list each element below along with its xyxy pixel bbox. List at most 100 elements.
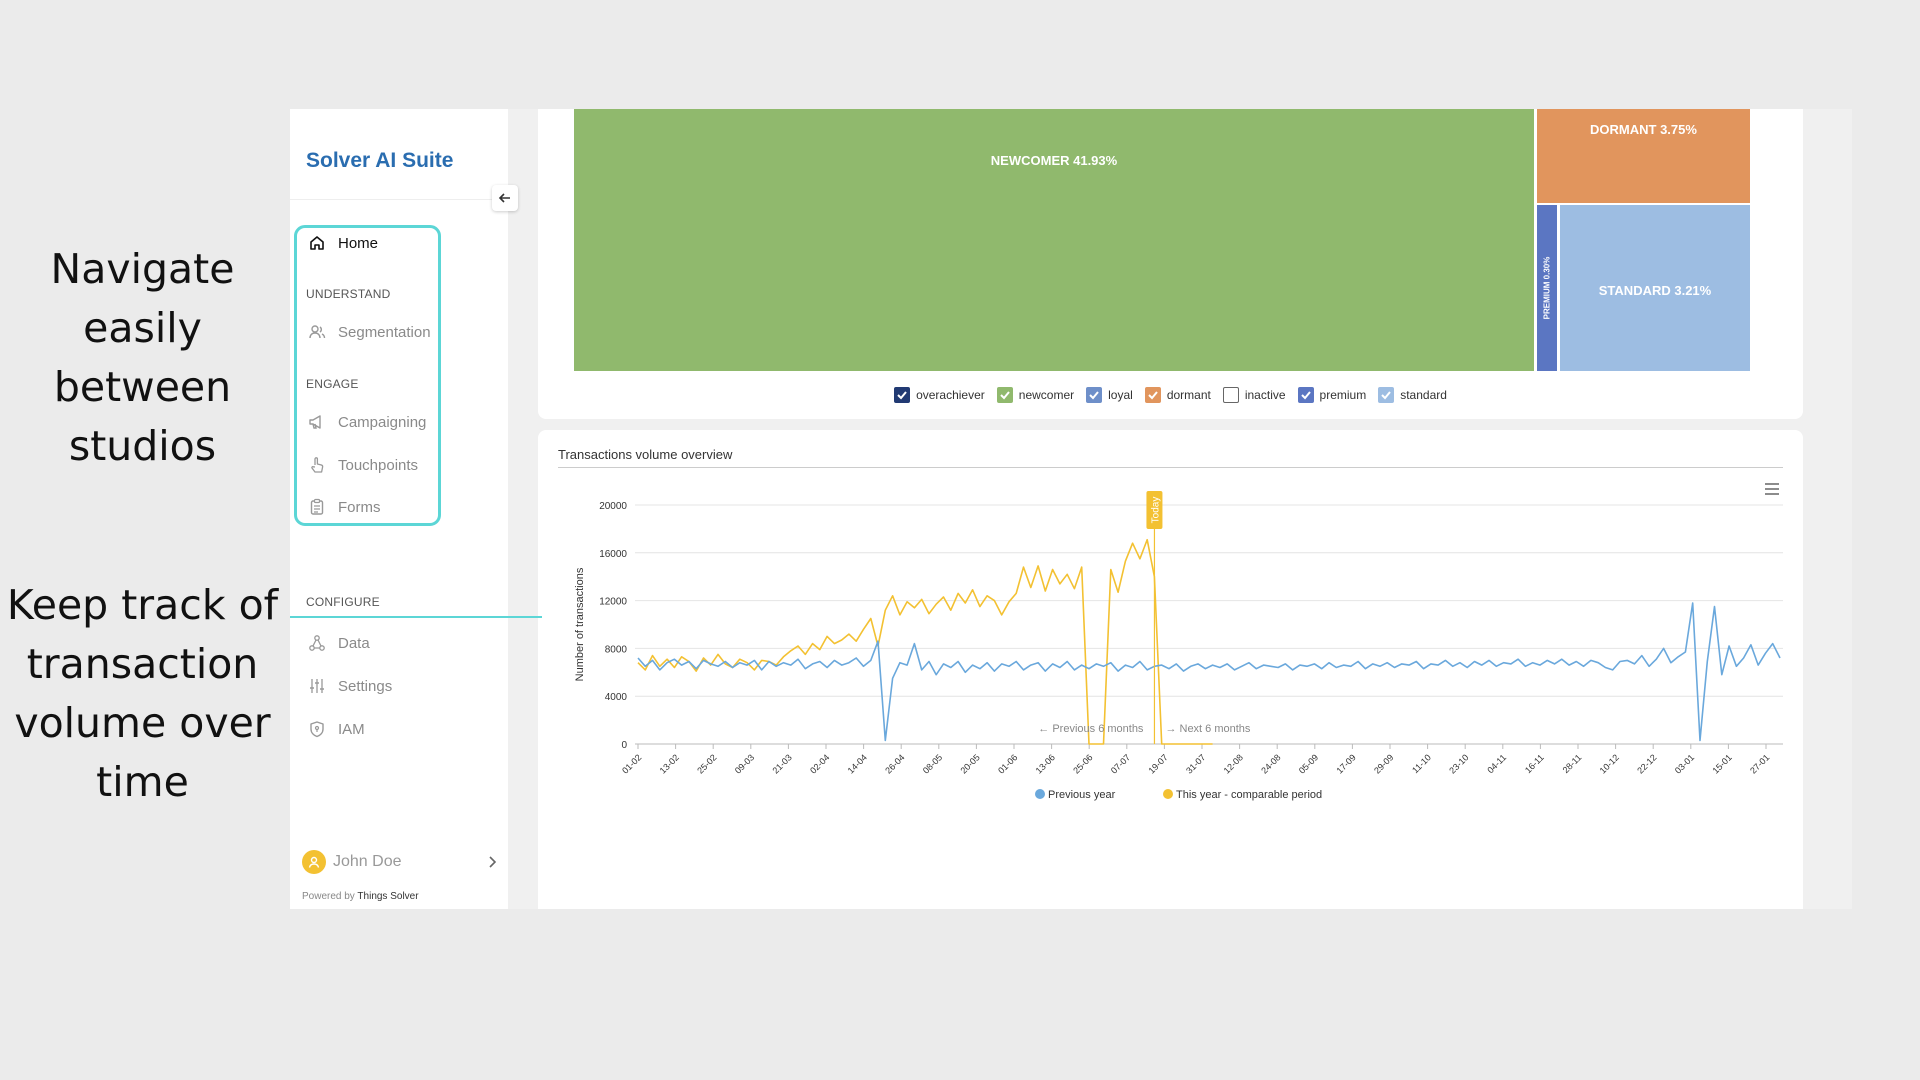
y-tick-label: 4000: [605, 692, 628, 703]
x-tick-label: 25-06: [1071, 752, 1094, 775]
powered-by: Powered by Things Solver: [302, 891, 419, 902]
sidebar-item-label: Settings: [338, 677, 393, 695]
brand-divider: [290, 199, 508, 200]
transactions-line-chart: 0 4000 8000 12000 16000 20000 Number of transa…: [574, 491, 1783, 801]
powered-by-brand: Things Solver: [357, 891, 419, 902]
legend-item-standard[interactable]: standard: [1378, 387, 1447, 403]
x-tick-label: 11-10: [1410, 752, 1433, 775]
sidebar-item-touchpoints[interactable]: Touchpoints: [306, 453, 418, 477]
legend-item-inactive[interactable]: inactive: [1222, 387, 1286, 403]
x-tick-label: 28-11: [1561, 752, 1584, 775]
y-tick-label: 8000: [605, 644, 628, 655]
powered-by-prefix: Powered by: [302, 891, 355, 902]
x-tick-label: 12-08: [1222, 752, 1245, 775]
x-tick-label: 15-01: [1710, 752, 1733, 775]
caption-navigate: Navigate easily between studios: [50, 245, 235, 470]
x-tick-label: 23-10: [1447, 752, 1470, 775]
home-icon: [306, 232, 328, 254]
x-tick-label: 22-12: [1635, 752, 1658, 775]
clipboard-icon: [306, 496, 328, 518]
x-tick-label: 24-08: [1259, 752, 1282, 775]
user-menu[interactable]: John Doe: [302, 849, 497, 875]
chevron-right-icon: [489, 856, 497, 868]
sidebar-item-label: Segmentation: [338, 323, 431, 341]
legend-item-overachiever[interactable]: overachiever: [894, 387, 985, 403]
avatar: [302, 850, 326, 874]
treemap-cell-standard[interactable]: STANDARD 3.21%: [1560, 205, 1750, 371]
sidebar-item-campaigning[interactable]: Campaigning: [306, 410, 426, 434]
x-tick-label: 13-06: [1034, 752, 1057, 775]
hamburger-menu-icon[interactable]: [1764, 482, 1780, 496]
transactions-chart-card: Transactions volume overview 0 4000 8000 12…: [538, 430, 1803, 909]
x-tick-label: 27-01: [1748, 752, 1771, 775]
shield-icon: [306, 718, 328, 740]
sidebar-item-segmentation[interactable]: Segmentation: [306, 320, 431, 344]
y-tick-label: 16000: [599, 549, 627, 560]
treemap-label: NEWCOMER 41.93%: [990, 153, 1118, 168]
legend-label: inactive: [1244, 388, 1286, 402]
configure-divider: [290, 616, 542, 618]
sidebar-item-settings[interactable]: Settings: [306, 674, 392, 698]
treemap-label: PREMIUM 0.30%: [1542, 256, 1552, 320]
collapse-sidebar-button[interactable]: [492, 185, 518, 211]
legend-item-premium[interactable]: premium: [1297, 387, 1366, 403]
sidebar-item-label: Touchpoints: [338, 456, 419, 474]
x-tick-label: 19-07: [1146, 752, 1169, 775]
x-tick-label: 05-09: [1297, 752, 1320, 775]
x-tick-label: 17-09: [1334, 752, 1357, 775]
legend-label: standard: [1400, 388, 1447, 402]
treemap-label: DORMANT 3.75%: [1590, 122, 1697, 137]
sidebar-item-label: Data: [338, 634, 370, 652]
sidebar-item-data[interactable]: Data: [306, 631, 370, 655]
caption-track: Keep track of transaction volume over ti…: [6, 581, 279, 806]
chart-title-divider: [558, 467, 1783, 468]
sidebar-item-label: Forms: [338, 498, 381, 516]
legend-item-loyal[interactable]: loyal: [1086, 387, 1133, 403]
x-tick-label: 01-06: [996, 752, 1019, 775]
x-tick-label: 03-01: [1673, 752, 1696, 775]
x-tick-label: 09-03: [733, 752, 756, 775]
legend-label: newcomer: [1018, 388, 1075, 402]
x-tick-label: 02-04: [808, 752, 831, 775]
sliders-icon: [306, 675, 328, 697]
treemap-cell-dormant[interactable]: DORMANT 3.75%: [1537, 109, 1750, 203]
section-engage: ENGAGE: [306, 377, 359, 391]
x-tick-label: 04-11: [1485, 752, 1508, 775]
y-tick-label: 20000: [599, 501, 627, 512]
megaphone-icon: [306, 411, 328, 433]
arrow-left-icon: [498, 193, 510, 203]
legend-item-dormant[interactable]: dormant: [1144, 387, 1211, 403]
treemap-cell-newcomer[interactable]: NEWCOMER 41.93%: [574, 109, 1534, 371]
treemap-cell-premium[interactable]: PREMIUM 0.30%: [1537, 205, 1557, 371]
user-icon: [308, 856, 320, 868]
x-tick-label: 20-05: [958, 752, 981, 775]
x-tick-label: 16-11: [1523, 752, 1546, 775]
legend-marker: [1035, 789, 1045, 799]
x-tick-label: 07-07: [1109, 752, 1132, 775]
legend-marker: [1163, 789, 1173, 799]
section-understand: UNDERSTAND: [306, 287, 391, 301]
checkbox-icon: [1222, 387, 1239, 403]
sidebar-item-forms[interactable]: Forms: [306, 495, 381, 519]
x-tick-label: 21-03: [770, 752, 793, 775]
legend-label: overachiever: [916, 388, 985, 402]
legend-label: loyal: [1108, 388, 1133, 402]
sidebar-item-label: Home: [338, 234, 379, 252]
x-tick-label: 13-02: [658, 752, 681, 775]
sidebar-item-home[interactable]: Home: [306, 231, 378, 255]
series-line: [637, 602, 1781, 742]
chart-title: Transactions volume overview: [558, 447, 733, 462]
treemap-label: STANDARD 3.21%: [1598, 283, 1712, 298]
user-name: John Doe: [333, 853, 402, 870]
legend-item-newcomer[interactable]: newcomer: [996, 387, 1075, 403]
treemap-legend: overachiever newcomer loyal dormant inactive…: [538, 387, 1803, 403]
y-tick-label: 12000: [599, 597, 627, 608]
x-tick-label: 14-04: [846, 752, 869, 775]
sidebar: Solver AI Suite Home UNDERSTAND Segmenta…: [290, 109, 542, 909]
x-tick-label: 25-02: [695, 752, 718, 775]
legend-label: This year - comparable period: [1176, 789, 1322, 801]
next-period-label: → Next 6 months: [1165, 723, 1250, 735]
segments-treemap-card: NEWCOMER 41.93% DORMANT 3.75% PREMIUM 0.…: [538, 109, 1803, 419]
brand-logo-text: Solver AI Suite: [306, 149, 454, 172]
sidebar-item-iam[interactable]: IAM: [306, 717, 365, 741]
